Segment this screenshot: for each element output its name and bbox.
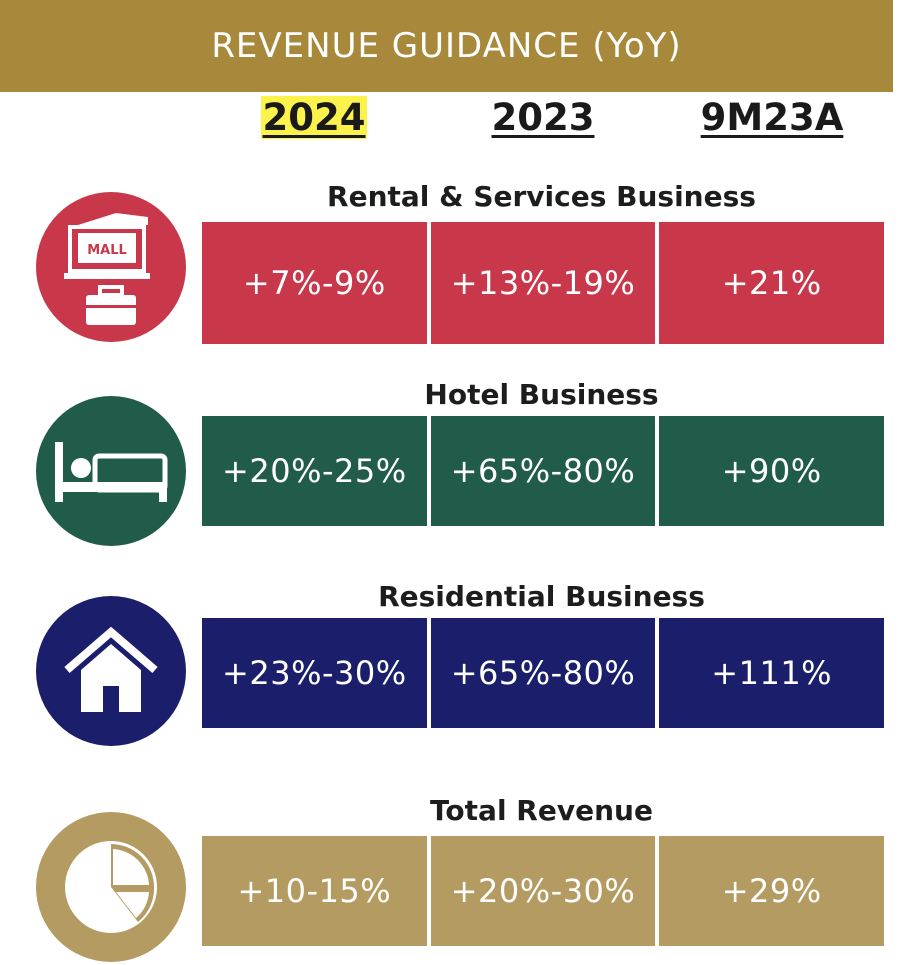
value-cell: +90% — [659, 416, 885, 526]
pie-chart-icon — [36, 812, 186, 962]
value-cell: +23%-30% — [202, 618, 427, 728]
house-icon — [36, 596, 186, 746]
row-total: +10-15% +20%-30% +29% — [202, 836, 885, 946]
row-hotel: +20%-25% +65%-80% +90% — [202, 416, 885, 526]
value-cell: +13%-19% — [430, 222, 656, 344]
page-title: REVENUE GUIDANCE (YoY) — [211, 26, 682, 66]
mall-briefcase-icon: MALL — [36, 192, 186, 342]
value-cell: +65%-80% — [430, 618, 656, 728]
title-banner: REVENUE GUIDANCE (YoY) — [0, 0, 893, 92]
section-title-rental: Rental & Services Business — [327, 180, 756, 213]
value-cell: +29% — [659, 836, 885, 946]
value-cell: +65%-80% — [430, 416, 656, 526]
value-cell: +10-15% — [202, 836, 427, 946]
value-cell: +20%-25% — [202, 416, 427, 526]
value-cell: +111% — [659, 618, 885, 728]
section-title-hotel: Hotel Business — [424, 378, 659, 411]
column-header-2024: 2024 — [260, 95, 368, 139]
value-cell: +7%-9% — [202, 222, 427, 344]
row-rental: +7%-9% +13%-19% +21% — [202, 222, 885, 344]
section-title-residential: Residential Business — [378, 580, 705, 613]
column-header-9m23a: 9M23A — [700, 95, 844, 139]
column-header-2023: 2023 — [491, 95, 595, 139]
value-cell: +21% — [659, 222, 885, 344]
value-cell: +20%-30% — [430, 836, 656, 946]
bed-icon — [36, 396, 186, 546]
mall-label: MALL — [87, 243, 127, 258]
section-title-total: Total Revenue — [430, 794, 653, 827]
row-residential: +23%-30% +65%-80% +111% — [202, 618, 885, 728]
